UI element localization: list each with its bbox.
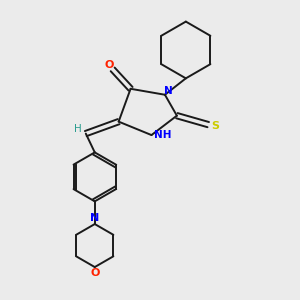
Text: N: N	[164, 86, 172, 96]
Text: NH: NH	[154, 130, 172, 140]
Text: N: N	[90, 213, 99, 223]
Text: S: S	[211, 121, 219, 131]
Text: H: H	[74, 124, 81, 134]
Text: O: O	[104, 61, 114, 70]
Text: O: O	[90, 268, 99, 278]
